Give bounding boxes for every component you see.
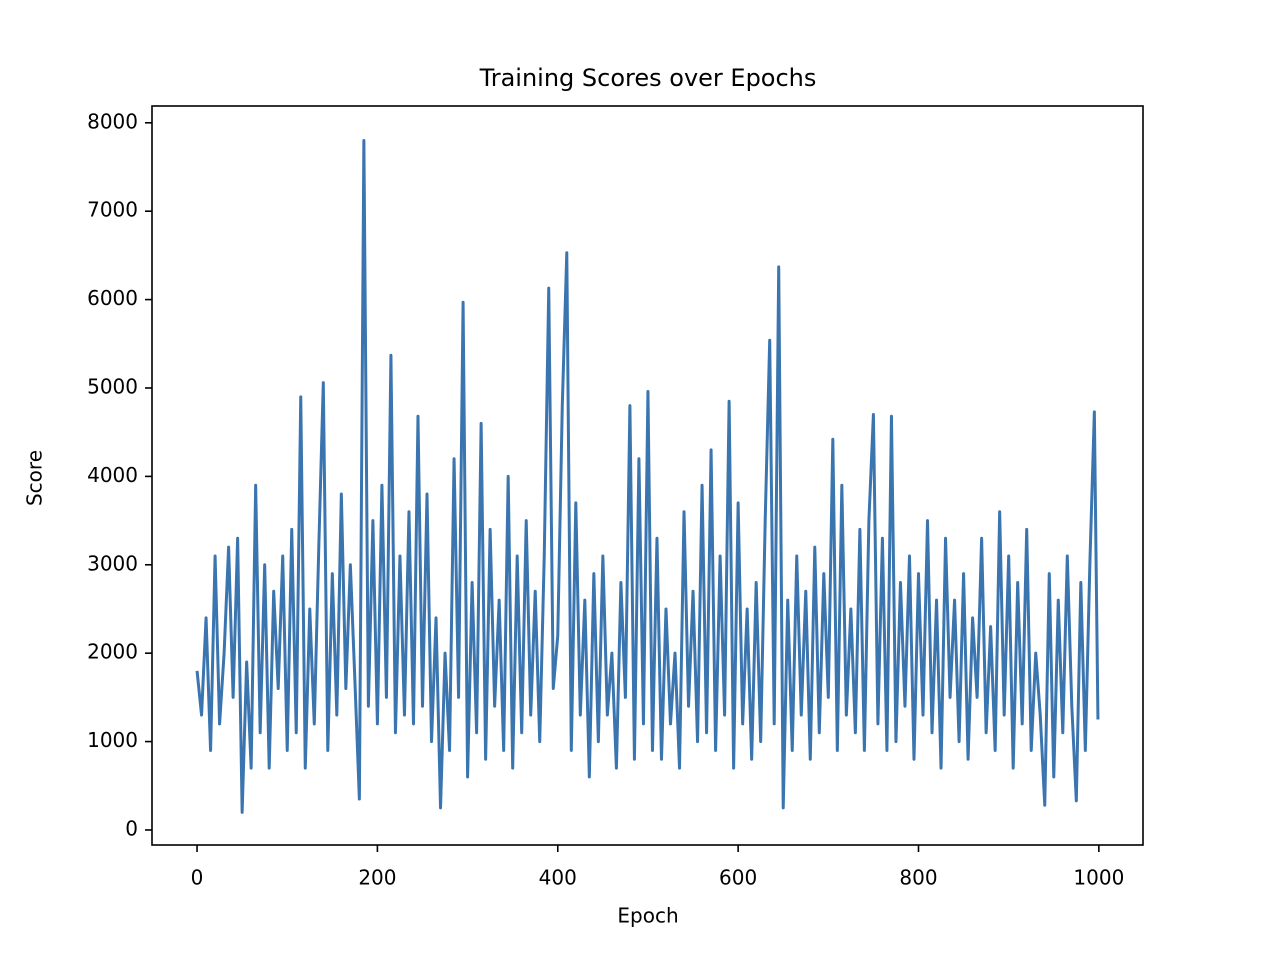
x-tick-label: 800	[899, 866, 937, 890]
chart-title: Training Scores over Epochs	[479, 64, 817, 92]
x-tick-label: 0	[191, 866, 204, 890]
data-line	[195, 138, 1100, 814]
y-tick-label: 4000	[87, 463, 138, 487]
plot-frame	[151, 105, 1144, 846]
y-tick-label: 1000	[87, 728, 138, 752]
x-tick-label: 1000	[1073, 866, 1124, 890]
y-tick-label: 7000	[87, 198, 138, 222]
y-tick-label: 3000	[87, 551, 138, 575]
y-tick-label: 0	[125, 816, 138, 840]
y-tick-label: 8000	[87, 109, 138, 133]
y-axis-label: Score	[23, 450, 47, 506]
x-tick-label: 400	[539, 866, 577, 890]
x-tick-label: 600	[719, 866, 757, 890]
x-tick-label: 200	[358, 866, 396, 890]
x-axis-label: Epoch	[617, 904, 678, 928]
y-tick-label: 5000	[87, 374, 138, 398]
y-tick-label: 2000	[87, 640, 138, 664]
y-tick-label: 6000	[87, 286, 138, 310]
